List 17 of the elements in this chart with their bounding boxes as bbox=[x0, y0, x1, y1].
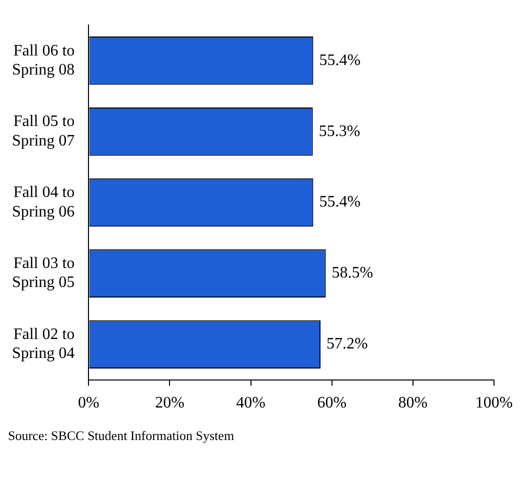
x-tick-label: 0% bbox=[78, 394, 100, 412]
data-label: 57.2% bbox=[326, 336, 368, 353]
y-tick-label: Fall 03 to Spring 05 bbox=[12, 255, 75, 292]
x-tick-label: 100% bbox=[475, 394, 513, 412]
x-tick-label: 40% bbox=[236, 394, 266, 412]
data-label: 55.4% bbox=[319, 52, 361, 69]
x-tick-label: 20% bbox=[155, 394, 184, 412]
y-tick-label: Fall 04 to Spring 06 bbox=[12, 184, 75, 220]
y-tick-label: Fall 05 to Spring 07 bbox=[12, 113, 75, 150]
x-tick-label: 60% bbox=[317, 394, 347, 412]
data-label: 55.3% bbox=[318, 122, 360, 140]
data-label: 58.5% bbox=[332, 264, 374, 282]
y-tick-label: Fall 06 to Spring 08 bbox=[12, 42, 75, 78]
data-label: 55.4% bbox=[319, 194, 361, 211]
source-note: Source: SBCC Student Information System bbox=[8, 428, 234, 444]
y-tick-label: Fall 02 to Spring 04 bbox=[12, 326, 75, 362]
x-tick-label: 80% bbox=[398, 394, 428, 412]
